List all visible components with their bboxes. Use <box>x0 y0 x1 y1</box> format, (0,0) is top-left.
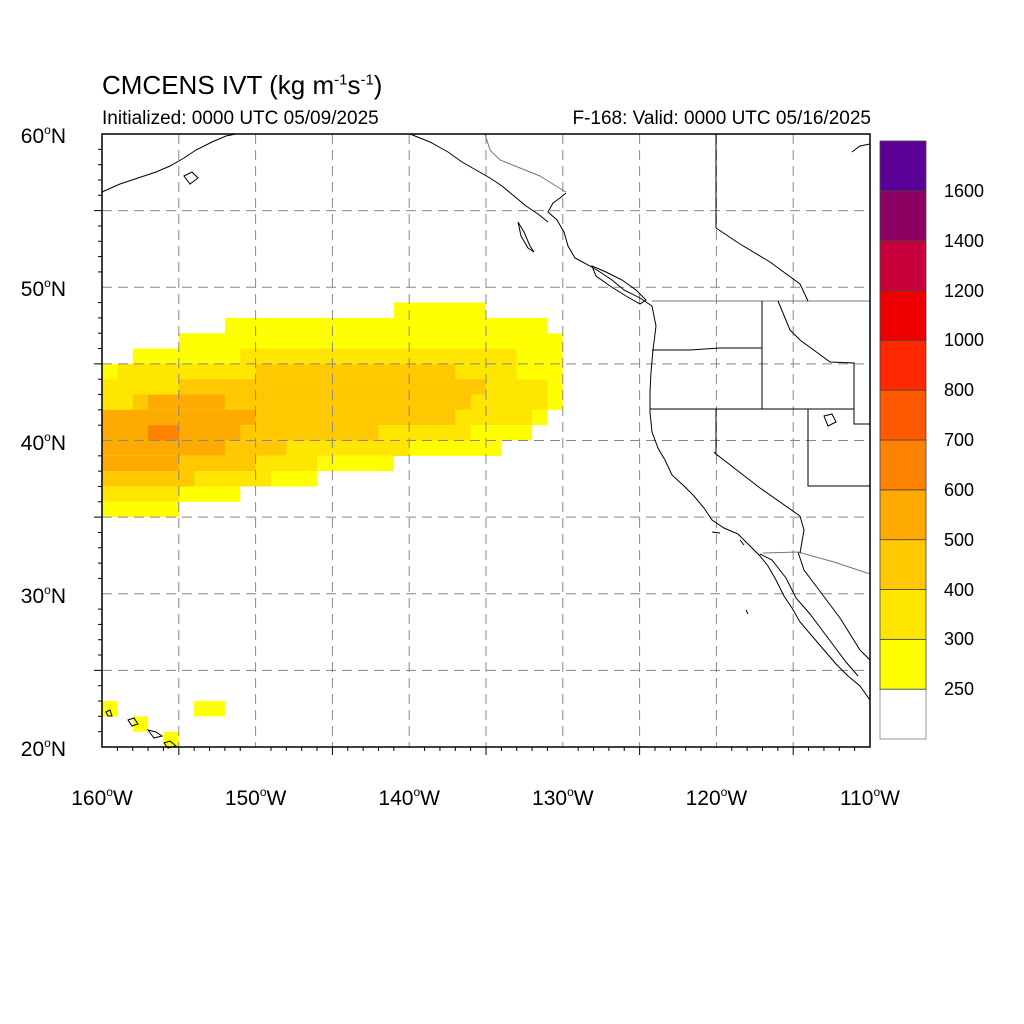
lat-tick-label: 50oN <box>20 276 66 302</box>
colorbar-box <box>879 140 927 192</box>
ivt-cell-500 <box>102 455 179 472</box>
colorbar-box <box>879 638 927 690</box>
ivt-cell-600 <box>148 425 179 441</box>
ca-az-border <box>799 515 805 554</box>
ca-nv-border <box>715 409 801 517</box>
political-borders <box>484 133 871 575</box>
colorbar-box <box>879 190 927 242</box>
coastlines-and-borders <box>101 133 871 749</box>
colorbar-level-label: 300 <box>944 629 975 650</box>
ivt-cell-250 <box>393 302 486 318</box>
lat-tick-label: 20oN <box>20 736 66 761</box>
gulf-of-california-coast <box>797 551 871 661</box>
baja-peninsula <box>759 553 859 677</box>
lon-tick-label: 130oW <box>532 785 594 810</box>
hawaii-kauai <box>105 709 113 717</box>
ivt-cell-500 <box>102 440 225 456</box>
valid-time: F-168: Valid: 0000 UTC 05/16/2025 <box>572 108 871 129</box>
ivt-cell-500 <box>148 394 225 410</box>
hawaii-oahu <box>127 717 139 727</box>
colorbar-box <box>879 290 927 341</box>
wa-or-border <box>652 347 762 351</box>
colorbar-level-label: 1400 <box>944 230 985 251</box>
initialized-time: Initialized: 0000 UTC 05/09/2025 <box>102 108 379 129</box>
lon-tick-label: 110oW <box>840 785 900 810</box>
west-coast-coastline <box>547 192 871 701</box>
id-mt-border <box>777 300 870 425</box>
bc-alberta-border <box>715 134 809 302</box>
ivt-cell-250 <box>132 716 149 732</box>
ivt-cell-250 <box>102 501 179 518</box>
us-mexico-border <box>762 551 871 575</box>
colorbar-box <box>879 339 927 391</box>
colorbar-level-label: 500 <box>944 529 975 550</box>
hudson-bay-edge <box>851 143 871 153</box>
kodiak-island <box>183 171 199 185</box>
hawaii-maui <box>146 729 164 739</box>
ivt-cell-250 <box>163 731 179 747</box>
haida-gwaii-island <box>517 221 535 253</box>
lon-tick-label: 120oW <box>685 785 748 810</box>
colorbar-level-label: 250 <box>944 679 975 700</box>
alaska-panhandle-coast <box>409 133 549 223</box>
colorbar-level-label: 600 <box>944 479 975 500</box>
ivt-cell-500 <box>102 409 256 426</box>
colorbar-box <box>879 240 927 291</box>
lat-tick-label: 40oN <box>20 429 66 455</box>
colorbar-level-label: 1000 <box>944 330 985 351</box>
ivt-cell-400 <box>255 363 456 380</box>
lon-tick-label: 150oW <box>224 785 287 810</box>
alaska-canada-border <box>484 133 567 193</box>
channel-islands <box>711 531 749 615</box>
map-title: CMCENS IVT (kg m-1s-1) <box>102 70 383 100</box>
colorbar-box <box>879 489 927 541</box>
lat-tick-label: 60oN <box>20 123 66 148</box>
lon-tick-label: 160oW <box>71 785 133 810</box>
colorbar-level-label: 700 <box>944 430 975 450</box>
colorbar-box-below <box>879 688 927 740</box>
colorbar-level-label: 800 <box>944 380 975 401</box>
colorbar-box <box>879 539 927 590</box>
colorbar-level-label: 400 <box>944 579 975 600</box>
ivt-cell-300 <box>102 486 179 502</box>
colorbar <box>879 140 927 740</box>
great-salt-lake <box>823 413 837 427</box>
map-axes <box>94 133 871 755</box>
alaska-coast <box>101 133 237 193</box>
ivt-cell-300 <box>240 348 517 364</box>
ivt-cell-250 <box>102 701 118 717</box>
map-gridlines <box>102 134 870 747</box>
ivt-cell-400 <box>102 471 195 487</box>
vancouver-island <box>591 265 647 305</box>
ivt-cell-250 <box>224 317 548 334</box>
colorbar-box <box>879 389 927 441</box>
colorbar-level-label: 1200 <box>944 280 985 301</box>
nv-ut-border <box>807 409 870 487</box>
ivt-cell-250 <box>178 333 563 349</box>
ivt-shading <box>102 302 563 747</box>
lon-tick-label: 140oW <box>378 785 440 810</box>
ivt-cell-250 <box>194 701 225 717</box>
colorbar-box <box>879 439 927 491</box>
colorbar-level-label: 1600 <box>944 180 985 201</box>
lat-tick-label: 30oN <box>20 582 66 608</box>
colorbar-box <box>879 589 927 640</box>
